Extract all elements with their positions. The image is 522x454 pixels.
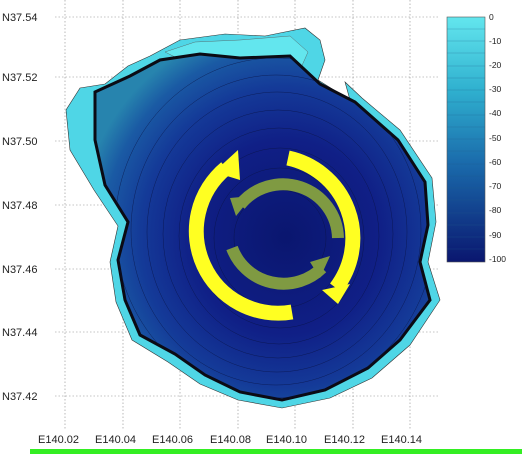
- lon-label: E140.04: [95, 434, 136, 446]
- depth-label: -50: [489, 133, 502, 143]
- depth-label: -30: [489, 84, 502, 94]
- outer-arrow-right: [286, 150, 361, 293]
- depth-colorbar: 0 -10 -20 -30 -40 -50 -60 -70 -80 -90 -1…: [446, 12, 506, 264]
- lon-label: E140.02: [38, 434, 79, 446]
- depth-label: -60: [489, 157, 502, 167]
- circulation-arrows: [188, 150, 361, 321]
- lon-label: E140.14: [381, 434, 422, 446]
- lat-label: N37.48: [2, 200, 37, 212]
- inner-arrow-top: [235, 178, 344, 239]
- lat-label: N37.42: [2, 391, 37, 403]
- depth-label: -70: [489, 181, 502, 191]
- depth-label: -90: [489, 230, 502, 240]
- depth-label: -40: [489, 108, 502, 118]
- depth-contours: [114, 57, 430, 399]
- depth-label: -80: [489, 205, 502, 215]
- lon-label: E140.10: [266, 434, 307, 446]
- lat-label: N37.44: [2, 327, 37, 339]
- outer-arrow-left: [188, 162, 294, 321]
- depth-label: -10: [489, 36, 502, 46]
- bottom-highlight-bar: [30, 449, 522, 454]
- inner-arrow-bottom: [226, 245, 327, 290]
- depth-label: 0: [489, 12, 494, 22]
- longitude-axis: E140.02 E140.04 E140.06 E140.08 E140.10 …: [38, 434, 422, 446]
- lon-label: E140.08: [210, 434, 251, 446]
- lat-label: N37.50: [2, 136, 37, 148]
- lon-label: E140.06: [152, 434, 193, 446]
- lon-label: E140.12: [324, 434, 365, 446]
- lat-label: N37.46: [2, 264, 37, 276]
- lat-label: N37.52: [2, 72, 37, 84]
- latitude-axis: N37.54 N37.52 N37.50 N37.48 N37.46 N37.4…: [2, 12, 37, 403]
- lat-label: N37.54: [2, 12, 37, 24]
- depth-label: -100: [489, 254, 506, 264]
- depth-label: -20: [489, 60, 502, 70]
